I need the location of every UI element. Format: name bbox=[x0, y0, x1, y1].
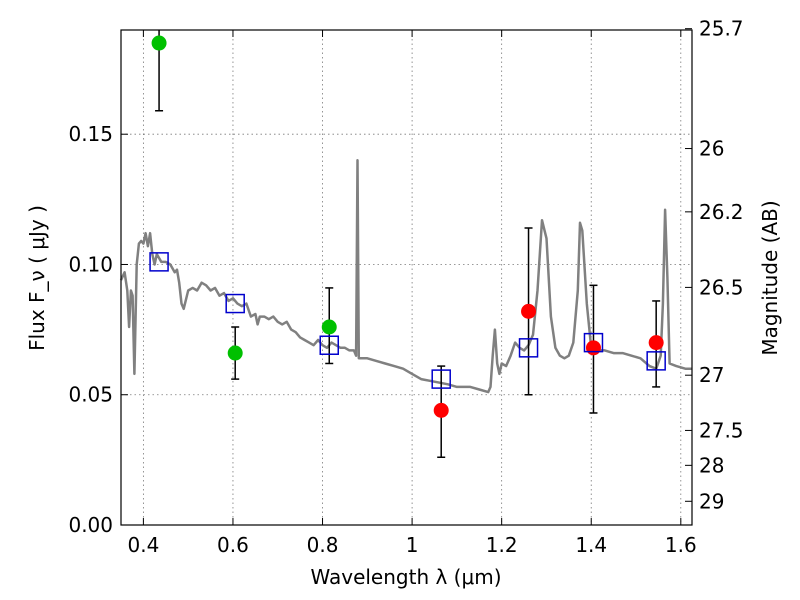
x-tick-label: 1 bbox=[406, 533, 419, 557]
x-tick-label: 1.2 bbox=[486, 533, 518, 557]
error-bars bbox=[155, 30, 661, 459]
mag-tick-label: 29 bbox=[699, 489, 724, 513]
green-data-point bbox=[321, 319, 337, 335]
mag-tick-label: 25.7 bbox=[699, 17, 744, 41]
model-band-square bbox=[518, 338, 539, 358]
green-data-point bbox=[151, 35, 167, 51]
model-band-square bbox=[431, 369, 451, 389]
plot-frame bbox=[120, 29, 693, 526]
model-band-square bbox=[583, 332, 604, 353]
y-tick-label: 0.15 bbox=[68, 122, 113, 146]
y-axis-title: Flux F_ν ( μJy ) bbox=[25, 205, 49, 351]
red-data-point bbox=[521, 303, 537, 319]
model-spectrum bbox=[119, 159, 692, 394]
mag-tick-label: 27.5 bbox=[699, 418, 744, 442]
x-tick-label: 1.4 bbox=[575, 533, 607, 557]
y-tick-label: 0.00 bbox=[68, 513, 113, 537]
y2-axis-title: Magnitude (AB) bbox=[758, 200, 782, 355]
x-axis-title: Wavelength λ (μm) bbox=[310, 565, 501, 589]
red-data-point bbox=[648, 335, 664, 351]
grid-lines bbox=[121, 30, 692, 526]
model-spectrum-line bbox=[119, 159, 692, 394]
mag-tick-label: 28 bbox=[699, 453, 724, 477]
model-band-square bbox=[646, 351, 666, 371]
mag-tick-label: 27 bbox=[699, 363, 724, 387]
mag-tick-label: 26 bbox=[699, 137, 724, 161]
x-tick-label: 0.6 bbox=[217, 533, 249, 557]
x-tick-label: 0.4 bbox=[127, 533, 159, 557]
mag-tick-label: 26.2 bbox=[699, 200, 744, 224]
axis-ticks bbox=[121, 28, 692, 526]
x-tick-label: 1.6 bbox=[665, 533, 697, 557]
red-data-point bbox=[585, 340, 601, 356]
photometry-points bbox=[151, 35, 664, 418]
model-band-square bbox=[149, 252, 169, 272]
x-tick-label: 0.8 bbox=[307, 533, 339, 557]
red-data-point bbox=[433, 402, 449, 418]
model-band-square bbox=[319, 335, 339, 355]
y-tick-label: 0.05 bbox=[68, 383, 113, 407]
model-band-squares bbox=[149, 252, 666, 389]
mag-tick-label: 26.5 bbox=[699, 275, 744, 299]
tick-labels: 0.4 0.6 0.8 1 1.2 1.4 1.6 0.00 0.05 0.10 0.15 25.7 2… bbox=[68, 17, 743, 557]
model-band-square bbox=[225, 293, 245, 314]
y-tick-label: 0.10 bbox=[68, 252, 113, 276]
green-data-point bbox=[227, 345, 243, 361]
